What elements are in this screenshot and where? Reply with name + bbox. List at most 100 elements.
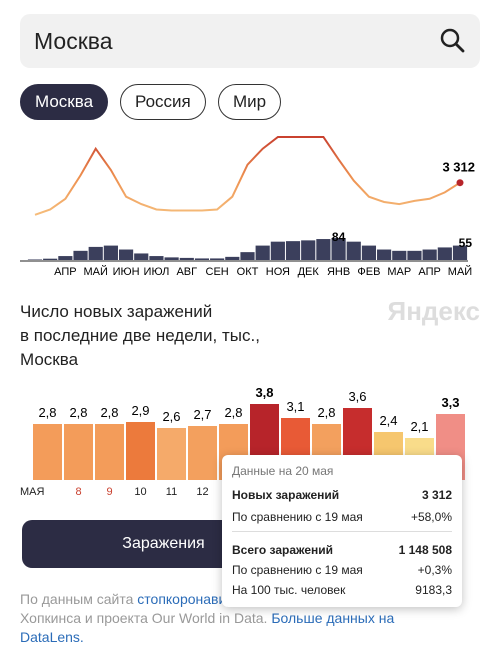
deaths-bar: [240, 252, 255, 260]
x-tick-label: 10: [134, 486, 146, 498]
deaths-bar: [422, 249, 437, 260]
deaths-bar: [270, 241, 285, 260]
x-tick-label: ДЕК: [298, 266, 320, 278]
row-value: 9183,3: [415, 583, 452, 597]
deaths-bar: [27, 259, 43, 260]
value-label: 55: [459, 236, 473, 250]
separator: [232, 531, 452, 532]
bar: [126, 422, 155, 480]
deaths-bar: [73, 250, 88, 260]
tab[interactable]: Москва: [20, 84, 109, 120]
value-label: 2,4: [379, 413, 397, 428]
x-tick-label: СЕН: [206, 266, 229, 278]
value-label: 2,7: [193, 407, 211, 422]
logo: Яндекс: [387, 296, 481, 326]
bar: [64, 424, 93, 480]
x-tick-label: АПР: [418, 266, 440, 278]
deaths-bar: [437, 247, 452, 260]
deaths-bar: [134, 253, 149, 260]
deaths-bar: [346, 241, 361, 260]
x-tick-label: 11: [166, 486, 177, 498]
x-tick-label: МАЙ: [448, 265, 472, 278]
x-tick-label: 12: [196, 486, 208, 498]
x-tick-label: ФЕВ: [357, 266, 380, 278]
footer-text: По данным сайта: [20, 591, 138, 607]
tooltip-row: На 100 тыс. человек 9183,3: [232, 583, 452, 597]
value-label: 2,8: [317, 405, 335, 420]
bar: [188, 426, 217, 480]
deaths-bar: [164, 257, 179, 260]
deaths-bar: [225, 256, 240, 260]
chart-title: Число новых заражений в последние две не…: [20, 302, 260, 369]
deaths-bar: [149, 256, 164, 260]
x-tick-label: ИЮЛ: [144, 266, 170, 278]
overview-chart: 84 55 3 312 АПР МАЙ ИЮН ИЮЛ АВГ СЕН ОКТ НОЯ ДЕК ЯНВ Ф…: [20, 136, 475, 278]
deaths-bar: [285, 241, 301, 260]
deaths-bar: [179, 257, 194, 260]
deaths-bar: [210, 258, 225, 260]
x-tick-label: ЯНВ: [327, 266, 350, 278]
value-label: 3,3: [441, 395, 459, 410]
value-label: 2,6: [162, 409, 180, 424]
deaths-bar: [88, 246, 103, 260]
value-label: 2,9: [131, 403, 149, 418]
value-label: 2,8: [38, 405, 56, 420]
deaths-bar: [194, 258, 210, 260]
row-label: Всего заражений: [232, 543, 334, 557]
deaths-bar: [316, 239, 331, 260]
x-tick-label: АВГ: [176, 266, 197, 278]
deaths-bar: [118, 249, 134, 260]
tooltip-row: Новых заражений 3 312: [232, 488, 452, 502]
tooltip-title: Данные на 20 мая: [232, 464, 334, 478]
tab[interactable]: Мир: [218, 84, 282, 120]
deaths-bar: [452, 245, 468, 260]
value-label: 2,1: [410, 419, 428, 434]
x-tick-label: МАР: [387, 266, 411, 278]
value-label: 3 312: [442, 160, 475, 175]
tooltip: Данные на 20 мая Новых заражений 3 312 По …: [222, 455, 462, 607]
row-label: Новых заражений: [232, 488, 340, 502]
tooltip-row: По сравнению с 19 мая +58,0%: [232, 510, 452, 524]
deaths-bar: [361, 245, 377, 260]
deaths-bar: [407, 250, 422, 260]
row-value: 3 312: [421, 488, 452, 502]
value-label: 3,6: [348, 389, 366, 404]
deaths-bar: [58, 256, 73, 260]
tooltip-row: По сравнению с 19 мая +0,3%: [232, 563, 452, 577]
row-label: По сравнению с 19 мая: [232, 563, 363, 577]
deaths-bar: [255, 245, 270, 260]
deaths-bar: [103, 245, 118, 260]
value-label: 2,8: [224, 405, 242, 420]
value-label: 3,8: [255, 385, 273, 400]
value-label: 2,8: [100, 405, 118, 420]
deaths-bar: [377, 249, 392, 260]
cases-line: [34, 136, 461, 216]
deaths-bar: [392, 250, 407, 260]
x-tick-label: ОКТ: [237, 266, 259, 278]
tooltip-row: Всего заражений 1 148 508: [232, 543, 452, 557]
row-label: На 100 тыс. человек: [232, 583, 346, 597]
value-label: 2,8: [69, 405, 87, 420]
row-value: 1 148 508: [398, 543, 452, 557]
deaths-bar: [331, 238, 346, 260]
link[interactable]: Больше данных на DataLens.: [20, 610, 395, 645]
point: [456, 179, 464, 187]
value-label: 84: [332, 230, 346, 244]
x-tick-label: 9: [106, 486, 112, 498]
bar: [157, 428, 186, 480]
x-tick-label: НОЯ: [266, 266, 290, 278]
row-value: +0,3%: [417, 563, 452, 577]
deaths-bar: [301, 240, 316, 260]
row-label: По сравнению с 19 мая: [232, 510, 363, 524]
tab[interactable]: Россия: [120, 84, 206, 120]
x-tick-label: МАЙ: [84, 265, 108, 278]
search-box[interactable]: Москва: [20, 14, 480, 68]
search-query: Москва: [34, 28, 113, 54]
x-tick-label: 8: [75, 486, 81, 498]
row-value: +58,0%: [410, 510, 452, 524]
x-tick-label: ИЮН: [113, 266, 140, 278]
x-tick-label: АПР: [54, 266, 76, 278]
search-icon[interactable]: [440, 28, 466, 54]
bar: [33, 424, 62, 480]
